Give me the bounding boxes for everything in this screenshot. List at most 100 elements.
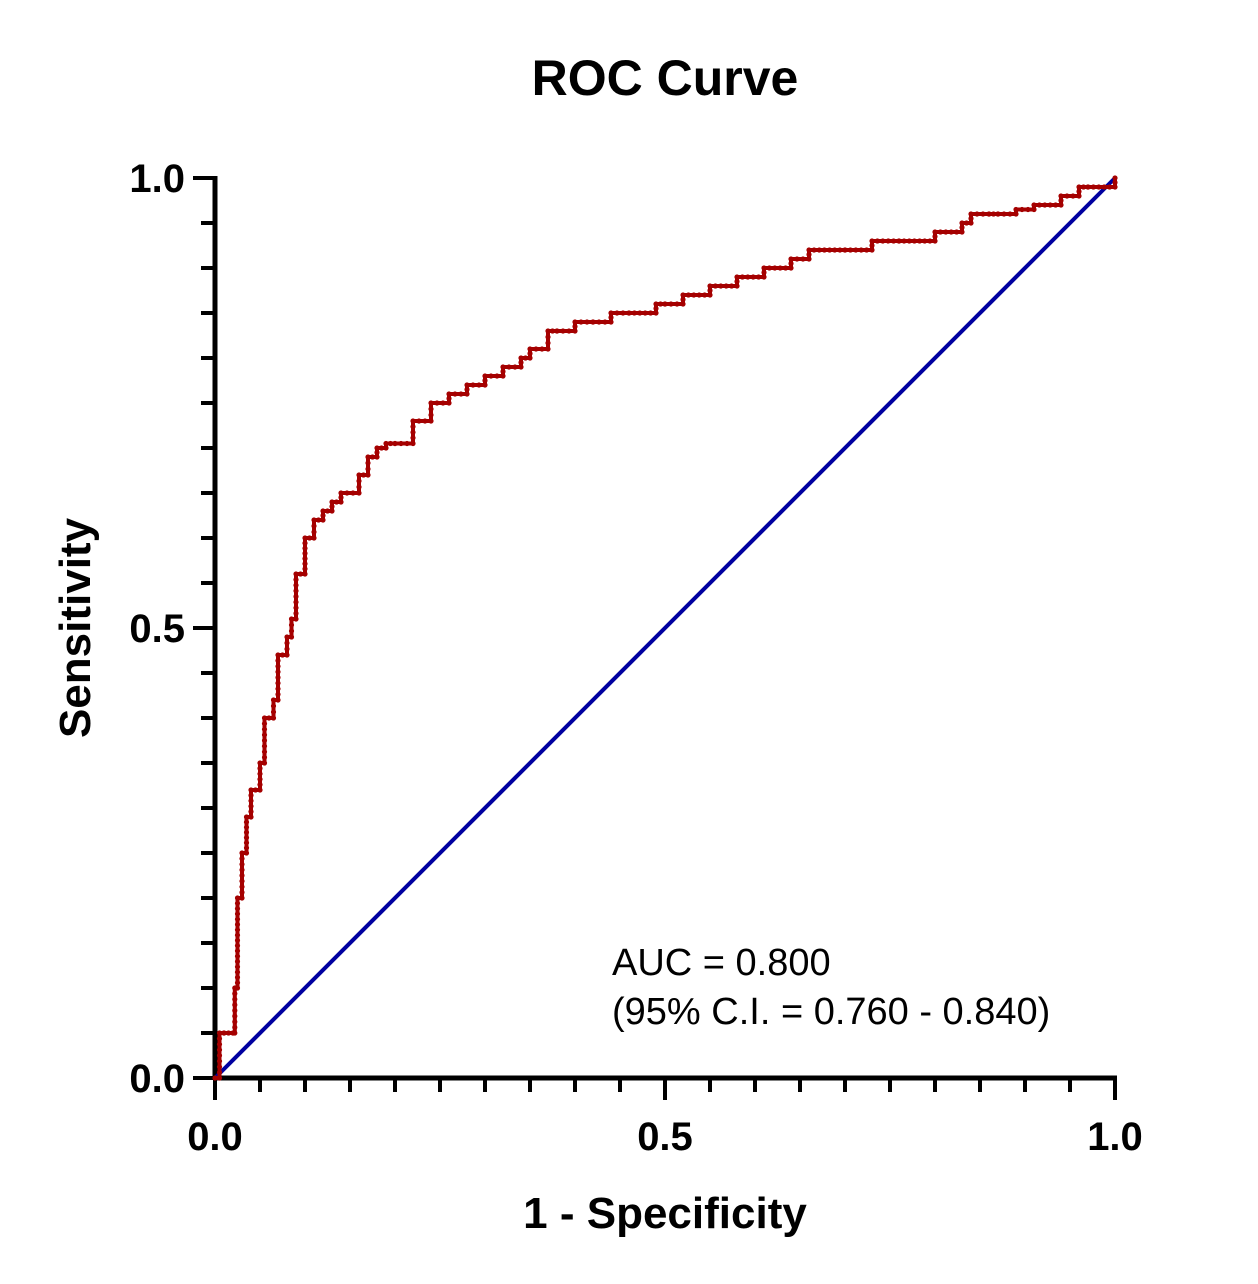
roc-point — [252, 787, 259, 793]
roc-point — [518, 364, 524, 370]
roc-point — [356, 484, 362, 490]
roc-point — [306, 535, 313, 541]
y-tick-label: 1.0 — [129, 157, 185, 201]
roc-point — [383, 445, 389, 451]
reference-diagonal-line — [213, 176, 1117, 1080]
roc-point — [284, 634, 290, 640]
roc-point — [1076, 193, 1082, 199]
roc-point — [216, 1069, 223, 1075]
roc-point — [1076, 188, 1082, 195]
roc-point — [232, 1002, 238, 1008]
roc-point — [311, 529, 317, 535]
roc-point — [288, 634, 295, 640]
roc-point — [216, 1036, 223, 1042]
roc-point — [369, 454, 376, 460]
roc-point — [734, 274, 740, 280]
roc-point — [293, 582, 299, 588]
roc-point — [806, 247, 812, 253]
roc-point — [239, 856, 245, 862]
roc-point — [527, 355, 533, 361]
roc-point — [243, 814, 250, 820]
roc-point — [261, 732, 268, 738]
roc-point — [257, 787, 263, 793]
roc-point — [416, 418, 422, 424]
roc-point — [864, 247, 870, 253]
roc-point — [539, 346, 545, 352]
roc-point — [234, 974, 241, 981]
roc-point — [239, 850, 245, 856]
roc-point — [216, 1052, 223, 1059]
roc-point — [608, 319, 614, 325]
roc-point — [788, 265, 794, 271]
roc-point — [578, 319, 584, 325]
roc-point — [1013, 206, 1019, 213]
roc-point — [707, 292, 713, 298]
roc-point — [745, 274, 751, 280]
x-tick-label: 0.5 — [637, 1115, 693, 1159]
roc-point — [1019, 206, 1025, 213]
roc-point — [734, 283, 740, 289]
roc-point — [239, 867, 245, 873]
roc-point — [533, 346, 539, 352]
roc-point — [261, 754, 268, 761]
roc-point — [293, 588, 299, 594]
roc-point — [837, 247, 843, 253]
roc-point — [668, 301, 674, 307]
roc-point — [404, 440, 410, 447]
roc-point — [522, 355, 529, 361]
roc-point — [1031, 202, 1037, 208]
roc-point — [885, 238, 891, 244]
roc-point — [772, 265, 778, 271]
roc-point — [446, 395, 452, 402]
roc-point — [545, 346, 551, 352]
roc-point — [470, 382, 476, 388]
roc-point — [653, 305, 659, 312]
roc-point — [702, 292, 708, 298]
roc-point — [482, 373, 488, 379]
x-tick-label: 1.0 — [1087, 1115, 1143, 1159]
roc-point — [1058, 202, 1064, 208]
roc-point — [1058, 193, 1064, 199]
roc-point — [932, 229, 938, 235]
roc-point — [216, 1041, 223, 1047]
roc-point — [853, 247, 859, 253]
roc-point — [995, 211, 1001, 217]
roc-point — [811, 247, 817, 253]
roc-point — [527, 350, 533, 357]
roc-point — [858, 247, 864, 253]
roc-point — [356, 490, 362, 496]
roc-point — [590, 319, 596, 325]
roc-point — [288, 628, 295, 634]
roc-point — [221, 1030, 227, 1036]
roc-point — [1007, 211, 1013, 217]
roc-point — [464, 391, 470, 397]
roc-point — [410, 435, 416, 441]
roc-point — [275, 697, 281, 703]
roc-point — [917, 238, 923, 244]
roc-point — [1090, 184, 1096, 190]
roc-point — [476, 382, 482, 388]
roc-point — [232, 1007, 238, 1014]
roc-point — [1064, 193, 1070, 199]
roc-point — [279, 652, 286, 658]
roc-point — [284, 640, 290, 646]
roc-point — [545, 328, 551, 334]
roc-point — [360, 472, 367, 478]
roc-point — [275, 669, 281, 675]
roc-point — [602, 319, 608, 325]
roc-point — [464, 382, 470, 388]
roc-point — [518, 359, 524, 366]
roc-point — [446, 391, 452, 397]
roc-point — [1070, 193, 1076, 199]
roc-point — [216, 1047, 223, 1053]
roc-point — [891, 238, 897, 244]
roc-point — [410, 440, 416, 447]
roc-point — [662, 301, 668, 307]
roc-point — [350, 490, 356, 496]
roc-point — [248, 787, 254, 793]
roc-point — [777, 265, 783, 271]
roc-point — [869, 238, 875, 244]
roc-point — [302, 561, 308, 567]
roc-point — [637, 310, 643, 316]
roc-point — [257, 760, 263, 766]
